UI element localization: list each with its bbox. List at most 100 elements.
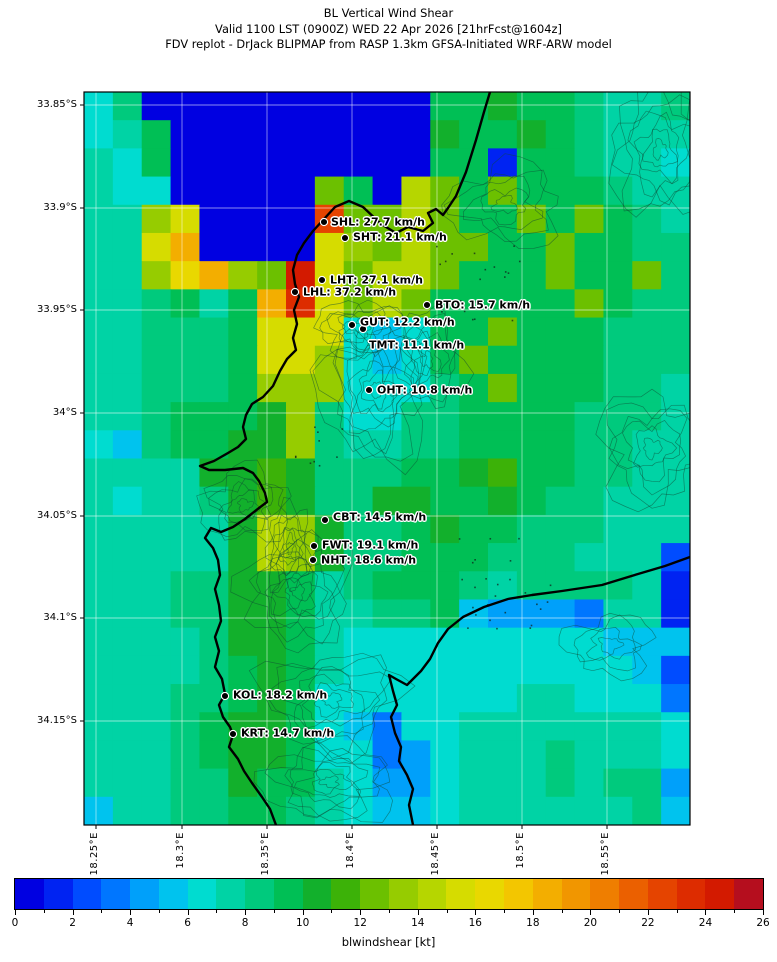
- colorbar-tick-label: 18: [526, 917, 540, 929]
- x-tick-label: 18.25°E: [89, 832, 100, 876]
- station-label-sht: SHT: 21.1 km/h: [353, 230, 447, 244]
- y-tick-label: 33.9°S: [43, 202, 77, 213]
- colorbar-segment: [331, 879, 361, 909]
- station-label-kol: KOL: 18.2 km/h: [233, 688, 328, 702]
- station-label-tmt: TMT: 11.1 km/h: [369, 338, 465, 352]
- colorbar-tick: [245, 910, 247, 915]
- y-tick-label: 33.85°S: [37, 99, 77, 110]
- y-tick-label: 34.05°S: [37, 510, 77, 521]
- colorbar-tick: [389, 910, 390, 913]
- colorbar-tick: [187, 910, 189, 915]
- colorbar-tick: [360, 910, 362, 915]
- y-tick-label: 33.95°S: [37, 304, 77, 315]
- colorbar-segment: [187, 879, 217, 909]
- colorbar-tick: [561, 910, 563, 913]
- station-label-lhl: LHL: 37.2 km/h: [303, 285, 397, 299]
- colorbar-tick-label: 2: [69, 917, 76, 929]
- chart-subtitle-model: FDV replot - DrJack BLIPMAP from RASP 1.…: [165, 37, 612, 52]
- chart-title: BL Vertical Wind Shear: [323, 6, 454, 20]
- colorbar-tick: [446, 910, 448, 913]
- colorbar-segment: [158, 879, 188, 909]
- x-tick-label: 18.55°E: [600, 832, 611, 876]
- station-label-fwt: FWT: 19.1 km/h: [322, 538, 419, 552]
- colorbar-segment: [561, 879, 591, 909]
- x-tick-label: 18.3°E: [175, 832, 186, 869]
- colorbar-segment: [216, 879, 246, 909]
- colorbar-tick: [15, 910, 16, 915]
- colorbar-segment: [619, 879, 648, 909]
- colorbar-tick: [273, 910, 275, 913]
- colorbar-tick-label: 22: [641, 917, 655, 929]
- colorbar-segment: [101, 879, 131, 909]
- colorbar-tick: [504, 910, 506, 913]
- colorbar: [14, 878, 764, 910]
- station-label-bto: BTO: 15.7 km/h: [435, 298, 531, 312]
- colorbar-tick: [734, 910, 736, 913]
- colorbar-segment: [504, 879, 533, 909]
- colorbar-segment: [532, 879, 562, 909]
- colorbar-segment: [130, 879, 159, 909]
- colorbar-tick: [43, 910, 45, 913]
- colorbar-segment: [417, 879, 447, 909]
- colorbar-segment: [15, 879, 44, 909]
- station-label-shl: SHL: 27.7 km/h: [331, 215, 425, 229]
- y-tick-label: 34.1°S: [43, 612, 77, 623]
- colorbar-tick-label: 24: [698, 917, 713, 929]
- colorbar-tick: [130, 910, 132, 915]
- colorbar-tick: [676, 910, 678, 913]
- colorbar-tick-label: 12: [353, 917, 367, 929]
- y-tick-label: 34.15°S: [37, 715, 77, 726]
- colorbar-tick: [763, 910, 764, 915]
- colorbar-segment: [388, 879, 418, 909]
- colorbar-segment: [302, 879, 332, 909]
- colorbar-tick: [158, 910, 160, 913]
- colorbar-segment: [705, 879, 735, 909]
- station-label-cbt: CBT: 14.5 km/h: [333, 510, 427, 524]
- x-tick-label: 18.4°E: [345, 832, 356, 869]
- colorbar-tick-label: 6: [184, 917, 191, 929]
- station-label-nht: NHT: 18.6 km/h: [321, 553, 417, 567]
- colorbar-tick: [331, 910, 333, 913]
- colorbar-tick: [101, 910, 103, 913]
- colorbar-segment: [734, 879, 763, 909]
- colorbar-tick-label: 16: [468, 917, 482, 929]
- station-label-gut: GUT: 12.2 km/h: [360, 315, 455, 329]
- station-label-oht: OHT: 10.8 km/h: [377, 383, 473, 397]
- colorbar-segment: [43, 879, 73, 909]
- colorbar-tick-label: 8: [241, 917, 249, 929]
- colorbar-tick: [590, 910, 592, 915]
- station-label-krt: KRT: 14.7 km/h: [241, 726, 335, 740]
- colorbar-segment: [647, 879, 677, 909]
- colorbar-segment: [590, 879, 620, 909]
- colorbar-segment: [72, 879, 102, 909]
- colorbar-tick-label: 10: [296, 917, 310, 929]
- colorbar-tick: [302, 910, 304, 915]
- colorbar-segment: [676, 879, 706, 909]
- colorbar-tick: [475, 910, 477, 915]
- colorbar-segment: [245, 879, 274, 909]
- colorbar-segment: [475, 879, 505, 909]
- colorbar-tick: [647, 910, 649, 915]
- station-label-lht: LHT: 27.1 km/h: [330, 273, 423, 287]
- colorbar-tick-label: 14: [411, 917, 425, 929]
- colorbar-tick-label: 26: [756, 917, 770, 929]
- chart-subtitle-valid-time: Valid 1100 LST (0900Z) WED 22 Apr 2026 […: [215, 21, 562, 36]
- colorbar-tick-label: 20: [583, 917, 598, 929]
- y-tick-label: 34°S: [52, 407, 77, 418]
- colorbar-tick: [72, 910, 74, 915]
- colorbar-segment: [446, 879, 476, 909]
- title-block: BL Vertical Wind Shear Valid 1100 LST (0…: [0, 6, 777, 53]
- colorbar-tick: [705, 910, 707, 915]
- x-tick-label: 18.45°E: [430, 832, 441, 876]
- colorbar-tick: [417, 910, 419, 915]
- colorbar-tick: [532, 910, 534, 915]
- colorbar-axis-label: blwindshear [kt]: [341, 935, 436, 949]
- colorbar-tick-label: 4: [126, 917, 134, 929]
- x-tick-label: 18.5°E: [515, 832, 526, 869]
- colorbar-tick-label: 0: [11, 917, 19, 929]
- colorbar-segment: [360, 879, 389, 909]
- colorbar-tick: [216, 910, 218, 913]
- x-tick-label: 18.35°E: [260, 832, 271, 876]
